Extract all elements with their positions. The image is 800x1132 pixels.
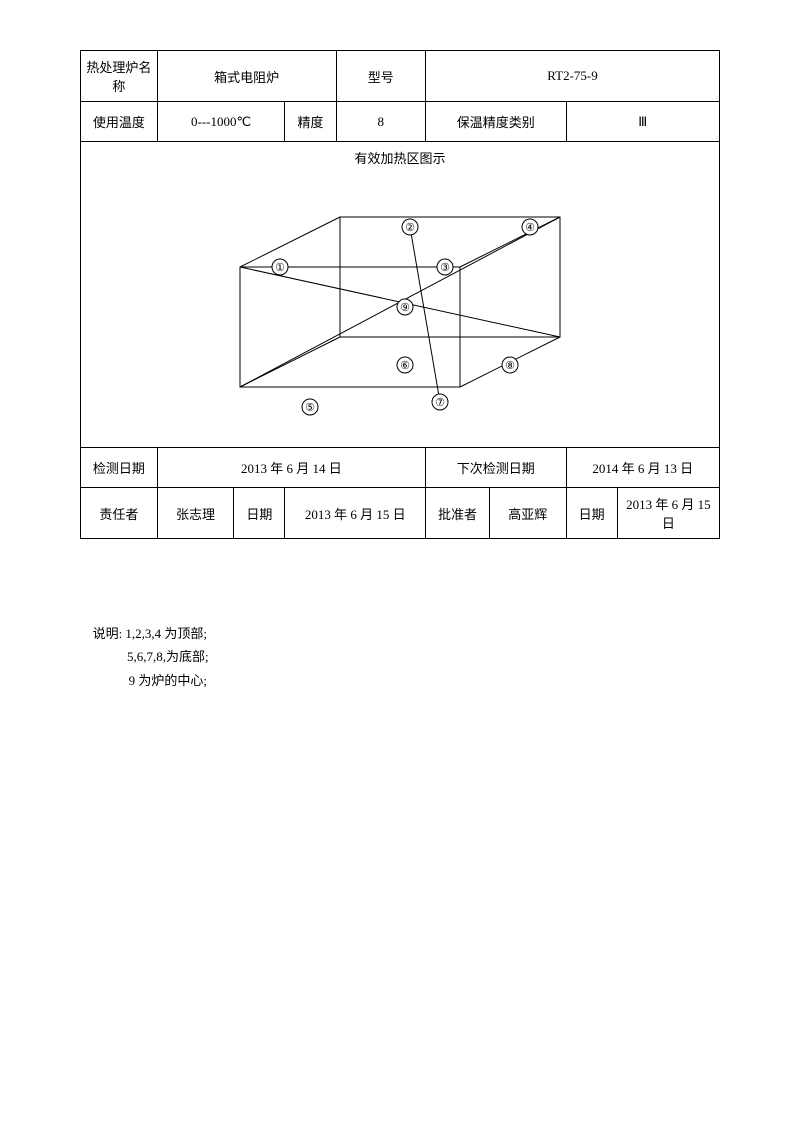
temp-label: 使用温度 [81, 102, 158, 142]
svg-text:⑦: ⑦ [435, 397, 445, 409]
note-line-2: 5,6,7,8,为底部; [91, 645, 209, 668]
svg-text:①: ① [275, 262, 285, 274]
date-value-2: 2013 年 6 月 15 日 [617, 488, 719, 539]
point-9: ⑨ [397, 299, 413, 315]
class-label: 保温精度类别 [426, 102, 567, 142]
diag-3 [410, 227, 440, 402]
svg-text:③: ③ [440, 262, 450, 274]
name-label: 热处理炉名称 [81, 51, 158, 102]
svg-text:④: ④ [525, 222, 535, 234]
point-2: ② [402, 219, 418, 235]
point-6: ⑥ [397, 357, 413, 373]
footer-row-2: 责任者 张志理 日期 2013 年 6 月 15 日 批准者 高亚辉 日期 20… [81, 488, 720, 539]
model-label: 型号 [336, 51, 425, 102]
form-table: 热处理炉名称 箱式电阻炉 型号 RT2-75-9 使用温度 0---1000℃ … [80, 50, 720, 539]
note-line-3: 9 为炉的中心; [91, 669, 209, 692]
diagram-title: 有效加热区图示 [354, 151, 445, 166]
test-date-value: 2013 年 6 月 14 日 [157, 448, 425, 488]
diagram-container: ① ② ③ ④ ⑤ ⑥ ⑦ ⑧ ⑨ [85, 207, 715, 441]
class-value: Ⅲ [566, 102, 719, 142]
date-label-1: 日期 [234, 488, 285, 539]
date-label-2: 日期 [566, 488, 617, 539]
name-value: 箱式电阻炉 [157, 51, 336, 102]
footer-row-1: 检测日期 2013 年 6 月 14 日 下次检测日期 2014 年 6 月 1… [81, 448, 720, 488]
cuboid-diagram: ① ② ③ ④ ⑤ ⑥ ⑦ ⑧ ⑨ [180, 207, 620, 437]
next-date-value: 2014 年 6 月 13 日 [566, 448, 719, 488]
approver-value: 高亚辉 [489, 488, 566, 539]
note-line-1: 说明: 1,2,3,4 为顶部; [91, 622, 209, 645]
point-7: ⑦ [432, 394, 448, 410]
precision-label: 精度 [285, 102, 336, 142]
approver-label: 批准者 [426, 488, 490, 539]
next-date-label: 下次检测日期 [426, 448, 567, 488]
svg-text:⑨: ⑨ [400, 302, 410, 314]
svg-text:⑧: ⑧ [505, 360, 515, 372]
point-5: ⑤ [302, 399, 318, 415]
header-row-1: 热处理炉名称 箱式电阻炉 型号 RT2-75-9 [81, 51, 720, 102]
svg-text:⑥: ⑥ [400, 360, 410, 372]
page-container: 热处理炉名称 箱式电阻炉 型号 RT2-75-9 使用温度 0---1000℃ … [0, 0, 800, 589]
test-date-label: 检测日期 [81, 448, 158, 488]
precision-value: 8 [336, 102, 425, 142]
diagram-row: 有效加热区图示 ① [81, 142, 720, 448]
responsible-label: 责任者 [81, 488, 158, 539]
diagram-cell: 有效加热区图示 ① [81, 142, 720, 448]
svg-text:②: ② [405, 222, 415, 234]
temp-value: 0---1000℃ [157, 102, 285, 142]
model-value: RT2-75-9 [426, 51, 720, 102]
date-value-1: 2013 年 6 月 15 日 [285, 488, 426, 539]
edge-tl [240, 217, 340, 267]
svg-text:⑤: ⑤ [305, 402, 315, 414]
point-4: ④ [522, 219, 538, 235]
diagram-notes: 说明: 1,2,3,4 为顶部; 5,6,7,8,为底部; 9 为炉的中心; [91, 622, 209, 692]
point-1: ① [272, 259, 288, 275]
responsible-value: 张志理 [157, 488, 234, 539]
point-3: ③ [437, 259, 453, 275]
point-8: ⑧ [502, 357, 518, 373]
header-row-2: 使用温度 0---1000℃ 精度 8 保温精度类别 Ⅲ [81, 102, 720, 142]
